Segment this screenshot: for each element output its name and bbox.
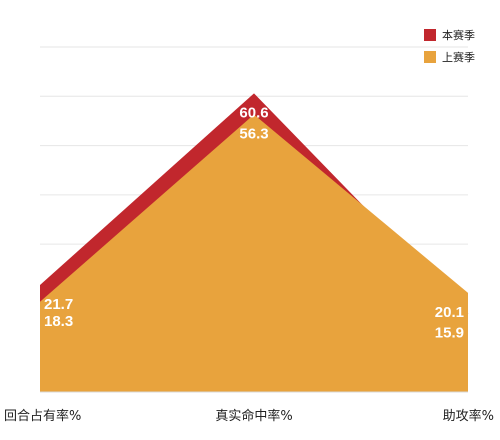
x-tick-label-1: 真实命中率%: [215, 408, 292, 424]
legend-label-current-season: 本赛季: [442, 29, 475, 42]
x-tick-label-2: 助攻率%: [443, 408, 494, 424]
data-label-current-season-0: 21.7: [44, 296, 73, 313]
x-tick-label-0: 回合占有率%: [4, 408, 81, 424]
legend: 本赛季 上赛季: [424, 24, 475, 68]
legend-swatch-current-season: [424, 29, 436, 41]
area-last-season: [40, 114, 468, 393]
data-label-last-season-2: 20.1: [435, 304, 464, 321]
data-labels: 21.7 60.6 15.9 18.3 56.3 20.1: [44, 104, 464, 341]
series-areas: [40, 93, 468, 393]
data-label-last-season-1: 56.3: [239, 126, 268, 143]
x-tick-labels: 回合占有率% 真实命中率% 助攻率%: [4, 408, 494, 424]
data-label-current-season-2: 15.9: [435, 325, 464, 342]
legend-item-current-season: 本赛季: [424, 24, 475, 46]
data-label-last-season-0: 18.3: [44, 313, 73, 330]
legend-item-last-season: 上赛季: [424, 46, 475, 68]
legend-swatch-last-season: [424, 51, 436, 63]
data-label-current-season-1: 60.6: [239, 104, 268, 121]
legend-label-last-season: 上赛季: [442, 51, 475, 64]
